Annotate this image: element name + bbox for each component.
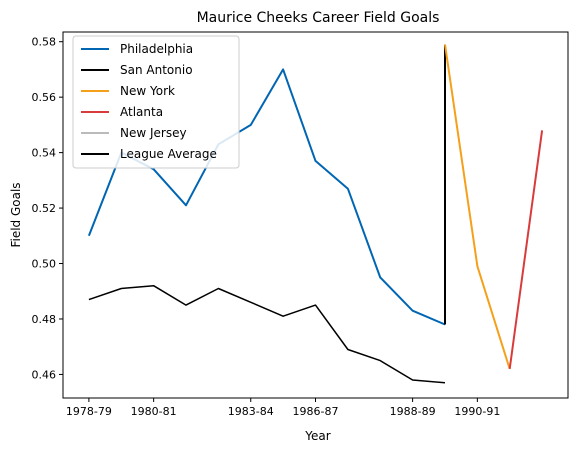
series-line-new-york [445, 45, 510, 369]
y-tick-label: 0.54 [32, 147, 57, 160]
legend-label-league-average: League Average [120, 147, 217, 161]
legend-label-san-antonio: San Antonio [120, 63, 193, 77]
y-axis: 0.46 0.48 0.50 0.52 0.54 0.56 0.58 [32, 36, 64, 382]
y-tick-label: 0.52 [32, 202, 57, 215]
x-tick-label: 1988-89 [390, 405, 436, 418]
x-axis-label: Year [304, 429, 330, 443]
series-line-league-average [89, 286, 445, 383]
y-tick-label: 0.46 [32, 368, 57, 381]
y-tick-label: 0.48 [32, 313, 57, 326]
legend: Philadelphia San Antonio New York Atlanta Ne… [73, 36, 239, 168]
y-tick-label: 0.58 [32, 36, 57, 49]
x-axis: 1978-79 1980-81 1983-84 1986-87 1988-89 1990-… [66, 398, 500, 418]
legend-label-new-jersey: New Jersey [120, 126, 187, 140]
x-tick-label: 1980-81 [131, 405, 177, 418]
x-tick-label: 1990-91 [454, 405, 500, 418]
legend-label-atlanta: Atlanta [120, 105, 163, 119]
series-line-atlanta [510, 130, 542, 369]
chart-title: Maurice Cheeks Career Field Goals [197, 10, 440, 26]
x-tick-label: 1983-84 [228, 405, 274, 418]
x-tick-label: 1986-87 [293, 405, 339, 418]
x-tick-label: 1978-79 [66, 405, 112, 418]
y-axis-label: Field Goals [9, 182, 23, 247]
y-tick-label: 0.50 [32, 258, 57, 271]
y-tick-label: 0.56 [32, 91, 57, 104]
legend-label-new-york: New York [120, 84, 175, 98]
legend-label-philadelphia: Philadelphia [120, 42, 193, 56]
